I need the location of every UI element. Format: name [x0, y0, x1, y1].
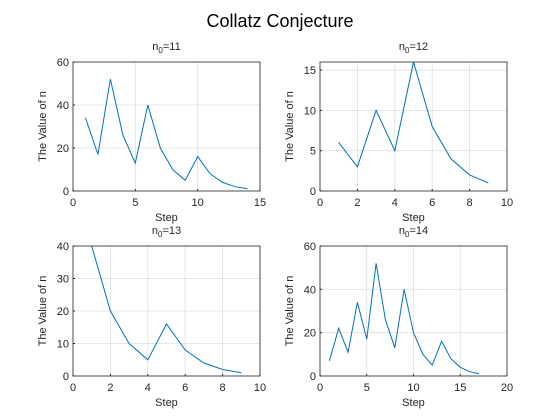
x-tick-label: 0 [317, 197, 323, 209]
y-tick-label: 40 [57, 100, 69, 112]
title-main: n [152, 41, 158, 53]
x-tick-label: 5 [132, 197, 138, 209]
x-tick-label: 6 [182, 382, 188, 394]
y-tick-label: 60 [57, 57, 69, 69]
figure-title: Collatz Conjecture [206, 11, 353, 31]
y-tick-label: 0 [310, 186, 316, 198]
x-axis-label: Step [155, 397, 178, 409]
x-axis-label: Step [155, 212, 178, 224]
x-tick-label: 15 [454, 382, 466, 394]
x-tick-label: 10 [254, 382, 266, 394]
axes-box [72, 245, 261, 377]
subplot-title: n0=13 [152, 225, 181, 239]
axes-background [73, 62, 260, 191]
x-tick-label: 6 [429, 197, 435, 209]
x-tick-label: 2 [107, 382, 113, 394]
y-tick-label: 0 [63, 186, 69, 198]
y-axis-label: The Value of n [284, 91, 296, 162]
x-tick-label: 10 [501, 197, 513, 209]
subplot-title: n0=14 [399, 225, 428, 239]
title-sub: 0 [405, 46, 410, 55]
title-rest: =12 [409, 41, 428, 53]
y-tick-label: 40 [304, 284, 316, 296]
y-tick-label: 20 [304, 328, 316, 340]
y-tick-label: 20 [57, 306, 69, 318]
y-tick-label: 0 [63, 371, 69, 383]
title-main: n [399, 41, 405, 53]
data-line [91, 245, 242, 374]
axes-background [320, 62, 507, 191]
title-main: n [399, 225, 405, 237]
axes-box [319, 61, 508, 192]
data-line [85, 79, 248, 190]
title-rest: =13 [162, 225, 181, 237]
y-tick-label: 15 [304, 65, 316, 77]
x-tick-label: 10 [192, 197, 204, 209]
title-rest: =14 [409, 225, 428, 237]
y-tick-label: 10 [57, 339, 69, 351]
x-tick-label: 0 [70, 382, 76, 394]
y-tick-label: 30 [57, 274, 69, 286]
y-tick-label: 60 [304, 241, 316, 253]
title-sub: 0 [158, 230, 163, 239]
title-main: n [152, 225, 158, 237]
axes-box [319, 245, 508, 377]
y-tick-label: 20 [57, 143, 69, 155]
y-tick-label: 10 [304, 105, 316, 117]
x-tick-label: 8 [220, 382, 226, 394]
x-tick-label: 5 [364, 382, 370, 394]
subplot-title: n0=12 [399, 41, 428, 55]
title-sub: 0 [158, 46, 163, 55]
x-tick-label: 15 [254, 197, 266, 209]
x-tick-label: 10 [407, 382, 419, 394]
x-tick-label: 0 [70, 197, 76, 209]
x-axis-label: Step [402, 212, 425, 224]
y-axis-label: The Value of n [37, 91, 49, 162]
y-axis-label: The Value of n [284, 276, 296, 347]
subplot-title: n0=11 [152, 41, 180, 55]
x-tick-label: 4 [392, 197, 398, 209]
title-rest: =11 [163, 41, 181, 53]
x-axis-label: Step [402, 397, 425, 409]
x-tick-label: 4 [145, 382, 151, 394]
axes-box [72, 61, 261, 192]
x-tick-label: 2 [354, 197, 360, 209]
x-tick-label: 8 [467, 197, 473, 209]
y-tick-label: 5 [310, 146, 316, 158]
x-tick-label: 20 [501, 382, 513, 394]
y-tick-label: 0 [310, 371, 316, 383]
title-sub: 0 [405, 230, 410, 239]
y-axis-label: The Value of n [37, 276, 49, 347]
x-tick-label: 0 [317, 382, 323, 394]
data-line [328, 263, 480, 375]
y-tick-label: 40 [57, 241, 69, 253]
